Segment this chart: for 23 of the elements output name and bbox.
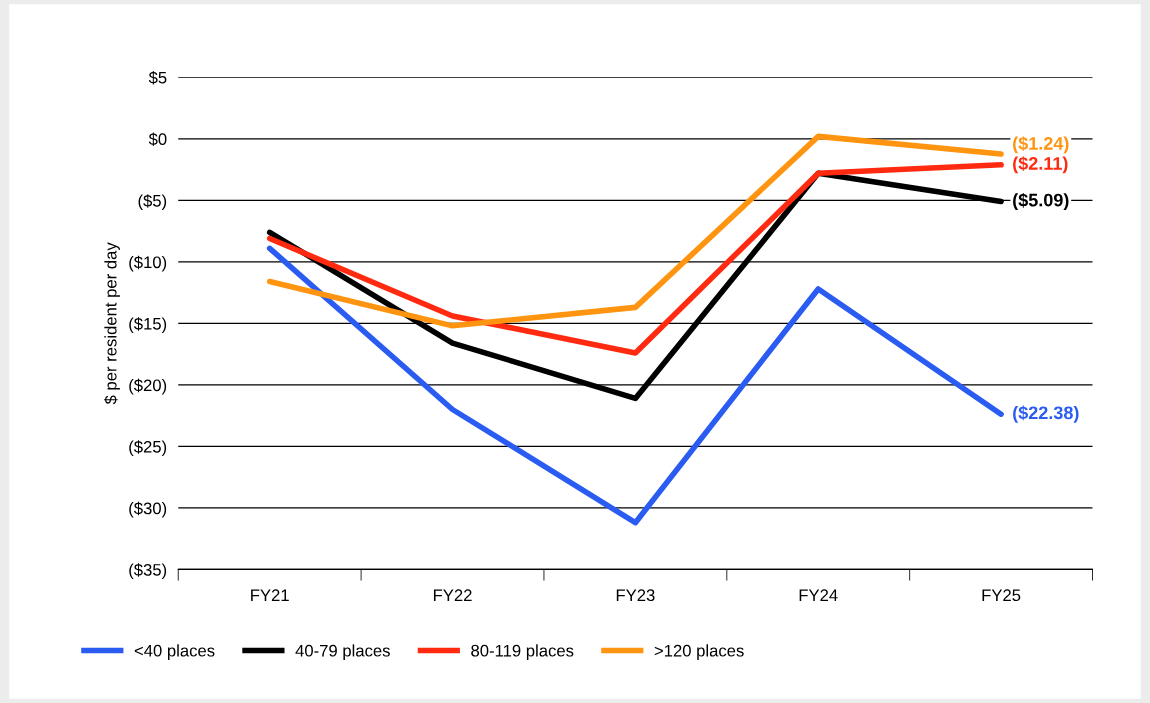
legend-label: <40 places	[134, 644, 215, 660]
x-tick-label: FY21	[251, 589, 289, 601]
y-tick-label: ($25)	[129, 440, 167, 457]
annotation: ($22.38)	[1013, 405, 1079, 423]
y-tick-label: $0	[148, 132, 167, 147]
annotation: ($1.24)	[1013, 136, 1069, 154]
legend-label: 80-119 places	[471, 644, 574, 660]
annotation: ($5.09)	[1013, 192, 1069, 211]
legend-label: >120 places	[654, 644, 744, 660]
y-axis-title: $ per resident per day	[104, 242, 120, 405]
y-tick-label: ($30)	[129, 501, 167, 518]
y-tick-label: ($20)	[129, 378, 167, 395]
x-tick-label: FY25	[982, 589, 1021, 602]
x-tick-label: FY23	[616, 589, 655, 602]
legend-label: 40-79 places	[295, 644, 390, 660]
annotation: ($2.11)	[1013, 156, 1068, 174]
x-tick-label: FY24	[799, 589, 838, 601]
x-tick-label: FY22	[433, 589, 472, 601]
y-tick-label: ($10)	[129, 255, 167, 272]
y-tick-label: $5	[148, 71, 167, 85]
y-tick-label: ($35)	[129, 563, 167, 580]
y-tick-label: ($5)	[138, 194, 167, 210]
y-tick-label: ($15)	[129, 317, 167, 333]
